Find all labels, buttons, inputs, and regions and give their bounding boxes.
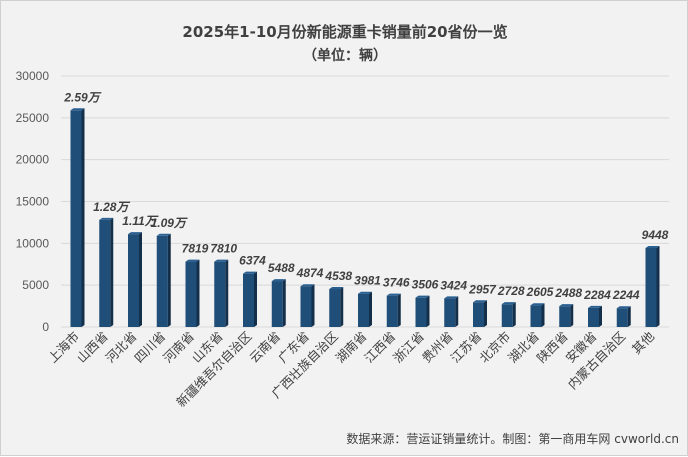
data-label: 9448 <box>642 228 669 242</box>
data-label: 4874 <box>296 266 324 280</box>
x-tick-label: 陕西省 <box>534 329 571 366</box>
x-tick-label: 其他 <box>629 328 658 357</box>
bar <box>185 259 200 327</box>
x-tick-label: 河北省 <box>102 329 139 366</box>
x-tick-label: 江西省 <box>361 329 398 366</box>
bar <box>588 305 602 327</box>
data-label: 3424 <box>440 278 467 292</box>
data-label: 7819 <box>182 242 209 256</box>
bar <box>444 296 459 327</box>
data-label: 2284 <box>583 288 611 302</box>
bar <box>329 287 344 327</box>
data-label: 2605 <box>526 285 554 299</box>
chart-title: 2025年1-10月份新能源重卡销量前20省份一览 <box>182 23 508 41</box>
y-tick-label: 30000 <box>16 69 50 83</box>
data-label: 7810 <box>210 242 237 256</box>
bar <box>415 295 430 327</box>
data-label: 3746 <box>383 276 410 290</box>
bar <box>501 302 516 327</box>
x-tick-label: 山西省 <box>74 329 111 366</box>
data-label: 1.09万 <box>151 216 188 230</box>
x-tick-label: 浙江省 <box>390 329 427 366</box>
x-tick-label: 上海市 <box>45 329 82 366</box>
x-tick-label: 河南省 <box>160 329 197 366</box>
bar <box>271 279 286 327</box>
x-tick-label: 云南省 <box>246 329 283 366</box>
x-tick-label: 北京市 <box>476 329 513 366</box>
x-tick-label: 四川省 <box>131 329 168 366</box>
data-label: 2488 <box>554 286 582 300</box>
bar <box>156 233 171 327</box>
data-label: 1.28万 <box>93 200 130 214</box>
source-note: 数据来源：营运证销量统计。制图：第一商用车网 cvworld.cn <box>346 432 679 446</box>
bar <box>70 108 85 327</box>
x-tick-label: 湖南省 <box>332 329 369 366</box>
y-tick-label: 5000 <box>22 278 49 292</box>
y-tick-label: 15000 <box>16 195 50 209</box>
data-label: 3506 <box>412 278 439 292</box>
bar <box>386 293 401 327</box>
x-tick-label: 贵州省 <box>419 329 456 366</box>
x-tick-label: 江苏省 <box>447 329 484 366</box>
data-label: 1.11万 <box>122 214 158 228</box>
x-tick-label: 湖北省 <box>505 329 542 366</box>
y-tick-label: 25000 <box>16 111 50 125</box>
data-label: 6374 <box>239 254 266 268</box>
y-tick-label: 20000 <box>16 153 50 167</box>
data-label: 4538 <box>324 269 352 283</box>
bar <box>214 259 229 327</box>
data-label: 5488 <box>268 261 295 275</box>
chart-subtitle: （单位：辆） <box>303 48 387 64</box>
bar <box>530 303 545 327</box>
data-label: 2.59万 <box>63 90 101 104</box>
bar <box>473 300 487 327</box>
bar <box>99 217 114 327</box>
bar <box>128 232 142 327</box>
bar <box>559 304 574 327</box>
data-label: 2244 <box>612 288 640 302</box>
data-label: 3981 <box>354 274 381 288</box>
bar <box>645 245 660 327</box>
y-tick-label: 0 <box>42 320 49 334</box>
bar <box>300 284 315 327</box>
bar <box>243 271 257 327</box>
y-tick-label: 10000 <box>16 236 50 250</box>
data-label: 2957 <box>468 282 497 296</box>
data-label: 2728 <box>497 284 525 298</box>
bar <box>616 306 631 327</box>
bar <box>358 291 372 327</box>
